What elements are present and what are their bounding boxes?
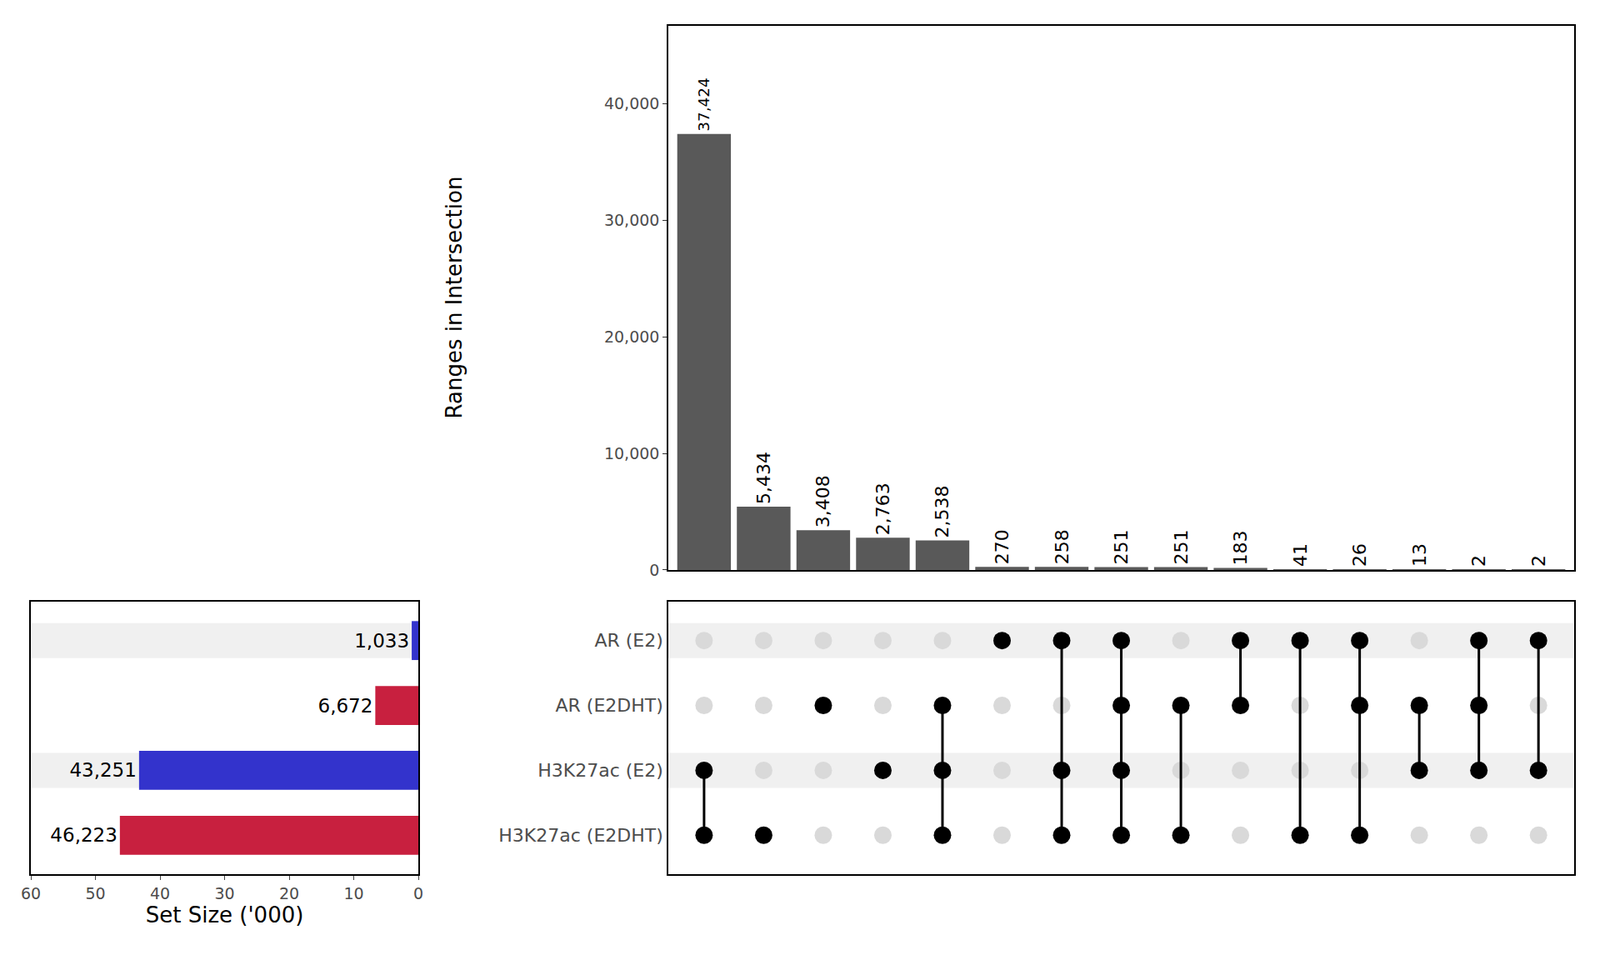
svg-text:H3K27ac (E2): H3K27ac (E2)	[537, 760, 664, 781]
svg-text:1,033: 1,033	[354, 630, 410, 652]
svg-text:3,408: 3,408	[812, 475, 834, 528]
svg-text:2,538: 2,538	[931, 485, 953, 538]
svg-text:46,223: 46,223	[50, 824, 117, 846]
svg-text:60: 60	[20, 884, 41, 903]
svg-text:AR (E2DHT): AR (E2DHT)	[555, 695, 664, 716]
svg-text:20: 20	[279, 884, 300, 903]
svg-text:10,000: 10,000	[604, 444, 660, 463]
svg-text:270: 270	[991, 529, 1013, 565]
svg-text:20,000: 20,000	[604, 327, 660, 346]
svg-text:2: 2	[1468, 555, 1490, 567]
svg-text:40: 40	[150, 884, 170, 903]
svg-text:26: 26	[1349, 543, 1370, 567]
svg-text:41: 41	[1290, 543, 1311, 567]
svg-text:50: 50	[85, 884, 105, 903]
svg-text:13: 13	[1409, 543, 1430, 567]
svg-text:2: 2	[1528, 555, 1550, 567]
svg-text:Ranges in Intersection: Ranges in Intersection	[441, 176, 467, 420]
svg-text:40,000: 40,000	[604, 94, 660, 113]
svg-text:Set Size ('000): Set Size ('000)	[145, 902, 305, 928]
svg-text:258: 258	[1051, 529, 1073, 565]
svg-text:5,434: 5,434	[753, 451, 775, 505]
svg-text:251: 251	[1110, 529, 1132, 565]
svg-text:0: 0	[413, 884, 424, 903]
svg-text:30,000: 30,000	[604, 210, 660, 230]
svg-text:37,424: 37,424	[695, 77, 713, 131]
svg-text:6,672: 6,672	[318, 695, 374, 717]
svg-text:0: 0	[649, 560, 660, 580]
svg-text:H3K27ac (E2DHT): H3K27ac (E2DHT)	[498, 825, 664, 846]
svg-text:43,251: 43,251	[69, 759, 136, 781]
svg-text:AR (E2): AR (E2)	[594, 630, 663, 651]
svg-text:251: 251	[1170, 529, 1192, 565]
svg-text:30: 30	[214, 884, 235, 903]
svg-text:10: 10	[343, 884, 364, 903]
svg-text:183: 183	[1230, 530, 1251, 565]
svg-text:2,763: 2,763	[872, 482, 894, 535]
